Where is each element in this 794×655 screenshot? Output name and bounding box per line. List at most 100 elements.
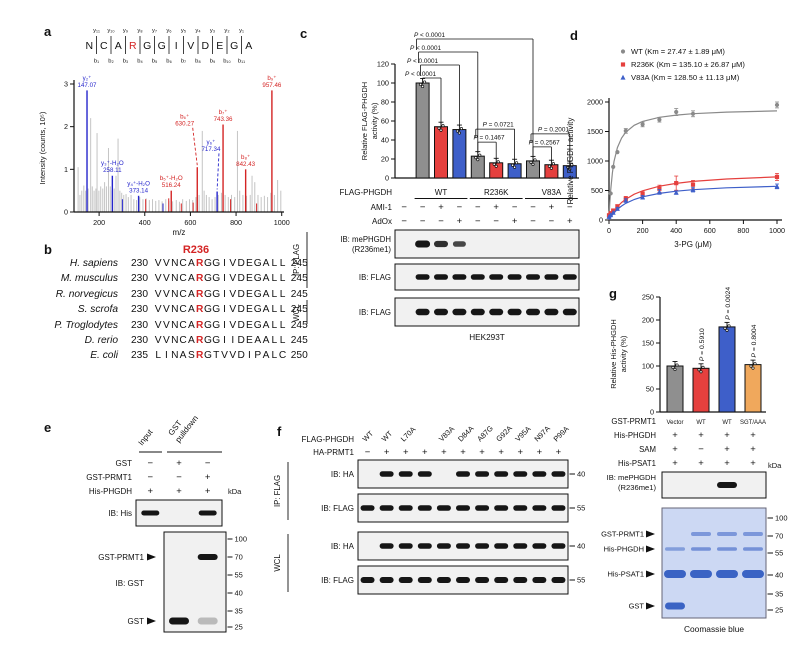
protein-band [415,274,430,280]
blot-box [163,531,227,633]
gel-band-label: GST-PRMT1 [601,530,644,539]
residue: G [253,258,262,269]
y-ion-label: y₆ [166,28,172,34]
protein-band [494,577,509,583]
residue: V [154,273,162,285]
data-dot [751,366,755,370]
residue: C [179,304,187,316]
arrowhead-icon [147,617,156,625]
residue: A [262,304,270,316]
column-header-input: Input [136,427,155,447]
protein-band [494,471,509,477]
protein-band [379,471,394,477]
protein-band [544,274,559,280]
bar-2 [718,326,736,413]
data-dot [478,153,482,157]
protein-band [360,577,375,583]
p-value-label: P = 0.0721 [483,122,515,129]
residue: V [154,288,162,300]
residue: A [262,288,270,300]
conserved-arginine: R [195,273,204,285]
condition-row-label: GST-PRMT1 [611,417,656,426]
marker-circle [623,128,628,134]
start-residue-number: 230 [131,319,148,331]
data-dot [697,368,701,372]
gel-band [743,547,763,551]
start-residue-number: 230 [131,334,148,346]
data-dot [551,162,555,166]
residue: L [279,319,286,331]
bar-3 [744,364,762,413]
construct-row-label: FLAG-PHGDH [302,435,355,444]
residue: V [229,319,237,331]
treatment-symbol: − [567,202,573,213]
marker-triangle [656,189,662,195]
residue: D [237,258,245,269]
residue: C [179,288,187,300]
end-residue-number: 245 [290,273,308,285]
end-residue-number: 245 [290,334,308,346]
treatment-symbol: − [549,216,555,227]
residue: V [163,288,170,300]
marker-triangle [640,194,646,200]
residue: L [271,288,278,300]
residue: C [278,350,287,362]
residue: V [154,258,162,269]
blot-box [661,471,767,499]
protein-band [417,505,432,511]
cell-line-label: HEK293T [469,333,505,342]
protein-band [562,274,577,280]
residue: V [163,273,170,285]
protein-band [494,543,509,549]
residue: D [237,319,245,331]
end-residue-number: 245 [290,288,308,300]
mw-marker: 40 [577,542,585,551]
data-dot [459,127,463,131]
end-residue-number: 245 [290,258,308,269]
protein-band [489,308,504,316]
mw-marker: 40 [775,571,783,580]
protein-band [532,471,547,477]
a-ytick: 0 [64,208,68,217]
data-dot [419,82,423,87]
gel-band-label: His-PHGDH [604,545,644,554]
prmt1-symbol: + [441,447,447,458]
arrowhead-icon [646,602,655,610]
residue: D [237,304,245,316]
peak-ion-label: y₂⁺ [83,75,92,82]
residue: E [246,288,253,300]
lane-label: D84A [456,424,475,443]
peak-ion-label: b₇⁺ [219,109,228,116]
data-dot [496,160,500,164]
lane-label: A87G [475,424,495,444]
residue: L [279,304,286,316]
alignment-row: P. Troglodytes 230 V V N C A R G G I V D E G A L L 245 [30,319,307,335]
start-residue-number: 230 [131,258,148,269]
bar-WT-2 [452,129,467,179]
condition-symbol: + [724,458,730,469]
condition-symbol: − [205,458,211,469]
residue: C [179,273,187,285]
condition-row-label: SAM [639,445,656,454]
b-ion-label: b₁₁ [238,59,245,65]
condition-symbol: − [176,472,182,483]
protein-band [415,308,430,316]
peak-mz-label: 258.11 [103,167,122,174]
residue: E [246,304,253,316]
conserved-arginine: R [195,334,204,346]
a-ytick: 1 [64,165,68,174]
condition-symbol: + [672,430,678,441]
b-ion-label: b₄ [137,59,143,65]
residue: I [247,350,251,362]
panel-f-mutant-coip: FLAG-PHGDH WT WT L70A V83A D84A A87G G92A V95A N9… [266,414,606,641]
condition-symbol: + [176,486,182,497]
protein-band [562,308,577,316]
condition-symbol: − [148,472,154,483]
d-ytick: 0 [599,216,603,225]
alignment-row: R. norvegicus 230 V V N C A R G G I V D E G A L L 245 [30,289,308,304]
residue: I [223,319,226,331]
prmt1-symbol: + [517,447,523,458]
data-dot [749,364,753,368]
y-ion-label: y₁₁ [93,28,100,34]
